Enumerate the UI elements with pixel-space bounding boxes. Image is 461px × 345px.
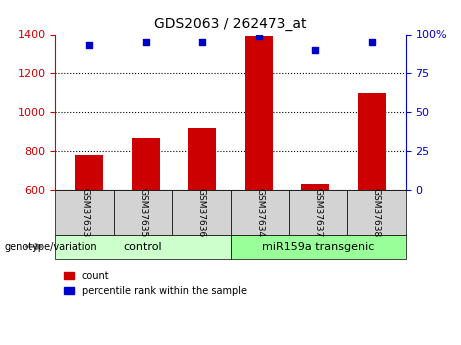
Bar <box>131 138 160 190</box>
Point <box>368 39 375 45</box>
Text: control: control <box>124 242 162 252</box>
Bar <box>301 184 330 190</box>
Text: miR159a transgenic: miR159a transgenic <box>262 242 374 252</box>
Bar <box>245 37 273 190</box>
Point <box>312 47 319 53</box>
Text: GSM37637: GSM37637 <box>313 188 323 237</box>
Point <box>255 33 262 39</box>
Point <box>199 39 206 45</box>
Bar <box>188 128 216 190</box>
Title: GDS2063 / 262473_at: GDS2063 / 262473_at <box>154 17 307 31</box>
Text: GSM37633: GSM37633 <box>80 188 89 237</box>
Legend: count, percentile rank within the sample: count, percentile rank within the sample <box>60 267 250 300</box>
Bar <box>358 93 386 190</box>
Text: genotype/variation: genotype/variation <box>5 242 97 252</box>
Text: GSM37635: GSM37635 <box>138 188 148 237</box>
Bar <box>75 155 103 190</box>
Text: GSM37638: GSM37638 <box>372 188 381 237</box>
Text: GSM37636: GSM37636 <box>197 188 206 237</box>
Point <box>142 39 149 45</box>
Point <box>86 43 93 48</box>
Text: GSM37634: GSM37634 <box>255 188 264 237</box>
